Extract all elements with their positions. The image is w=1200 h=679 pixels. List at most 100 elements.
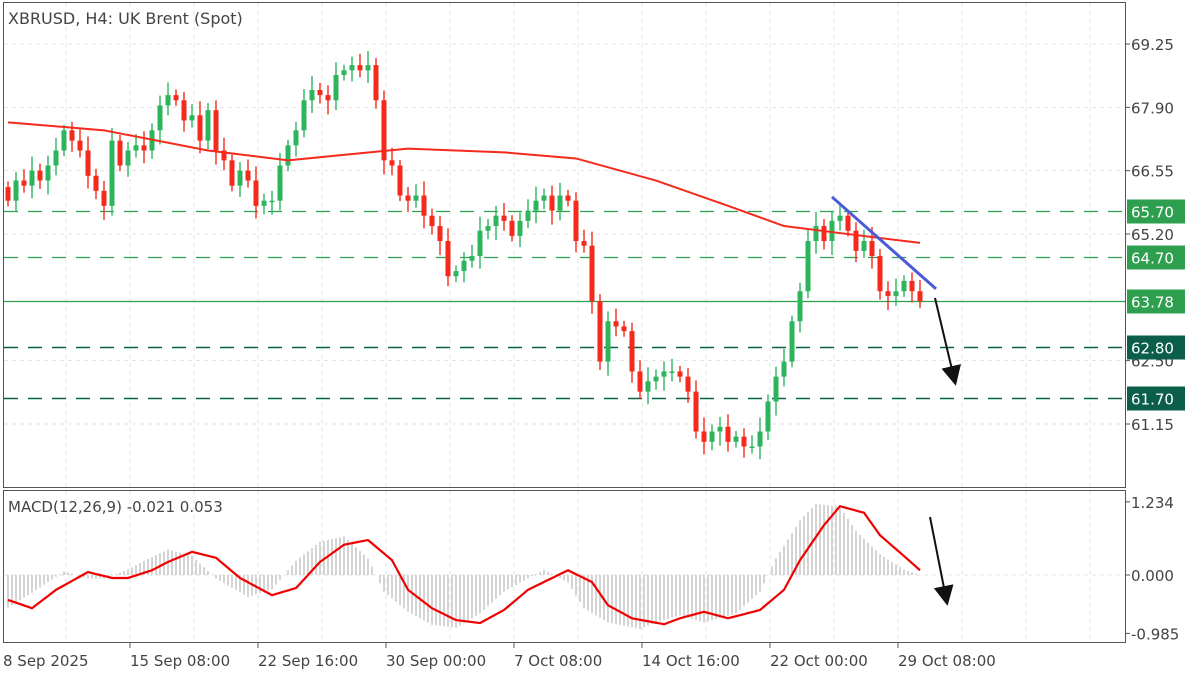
candle-body bbox=[669, 371, 675, 373]
candle bbox=[613, 308, 619, 337]
candle-body bbox=[69, 130, 75, 141]
candle-body bbox=[285, 145, 291, 166]
candle-body bbox=[53, 150, 59, 166]
candle-body bbox=[21, 180, 27, 186]
candle bbox=[381, 90, 387, 175]
candle-body bbox=[293, 130, 299, 146]
candle bbox=[541, 188, 547, 210]
candle bbox=[893, 278, 899, 306]
candle-body bbox=[605, 321, 611, 362]
candle bbox=[901, 275, 907, 297]
candle bbox=[517, 212, 523, 248]
candle bbox=[621, 320, 627, 337]
candle bbox=[685, 368, 691, 403]
macd-tick-label: -0.985 bbox=[1131, 625, 1179, 643]
candle bbox=[645, 367, 651, 405]
candle-body bbox=[453, 271, 459, 277]
candle bbox=[333, 62, 339, 111]
candle-body bbox=[365, 65, 371, 71]
candle-body bbox=[621, 326, 627, 332]
price-levels bbox=[4, 210, 1125, 400]
level-label: 63.78 bbox=[1131, 294, 1174, 312]
candle bbox=[797, 282, 803, 333]
candle bbox=[581, 229, 587, 253]
candle-body bbox=[597, 301, 603, 362]
candle-body bbox=[589, 245, 595, 302]
candle-body bbox=[565, 195, 571, 201]
candle-body bbox=[757, 431, 763, 447]
candle-body bbox=[5, 187, 11, 201]
candle-body bbox=[485, 226, 491, 231]
candle-body bbox=[901, 280, 907, 292]
candle bbox=[421, 181, 427, 229]
candle bbox=[413, 184, 419, 208]
candle bbox=[37, 163, 43, 189]
candle bbox=[917, 279, 923, 309]
candle-body bbox=[413, 195, 419, 201]
candle-body bbox=[909, 280, 915, 292]
price-tick-label: 61.15 bbox=[1131, 416, 1174, 434]
candle bbox=[165, 82, 171, 116]
candle-body bbox=[101, 190, 107, 206]
candle bbox=[453, 265, 459, 282]
candle bbox=[885, 281, 891, 310]
candle bbox=[757, 417, 763, 460]
candle bbox=[189, 104, 195, 128]
candle bbox=[397, 159, 403, 202]
candle bbox=[549, 185, 555, 225]
candle-body bbox=[789, 321, 795, 362]
candle bbox=[669, 358, 675, 382]
time-tick-label: 29 Oct 08:00 bbox=[898, 652, 996, 670]
trendline bbox=[831, 195, 937, 291]
candle bbox=[77, 129, 83, 158]
level-badge bbox=[1127, 245, 1185, 270]
candle bbox=[501, 203, 507, 231]
candle bbox=[469, 244, 475, 268]
candle-body bbox=[709, 431, 715, 442]
time-tick-label: 22 Oct 00:00 bbox=[770, 652, 868, 670]
candle bbox=[69, 121, 75, 152]
time-tick-label: 8 Sep 2025 bbox=[3, 652, 89, 670]
candle bbox=[373, 58, 379, 109]
candle-body bbox=[349, 65, 355, 71]
candle-body bbox=[173, 95, 179, 101]
candle bbox=[837, 203, 843, 231]
candle-body bbox=[773, 376, 779, 402]
candle bbox=[29, 156, 35, 199]
candle-body bbox=[269, 200, 275, 203]
candle-body bbox=[45, 165, 51, 181]
candle bbox=[741, 428, 747, 458]
candle bbox=[21, 169, 27, 193]
candle-body bbox=[13, 180, 19, 201]
candle bbox=[405, 187, 411, 212]
candle-body bbox=[93, 175, 99, 191]
candle bbox=[261, 193, 267, 215]
candle bbox=[301, 89, 307, 138]
candle-body bbox=[397, 165, 403, 196]
candle bbox=[445, 228, 451, 287]
candle bbox=[701, 417, 707, 455]
candle-body bbox=[685, 376, 691, 392]
candle-body bbox=[157, 105, 163, 131]
candle-body bbox=[853, 230, 859, 251]
macd-tick-label: 1.234 bbox=[1131, 494, 1174, 512]
candle-body bbox=[701, 431, 707, 442]
candle-body bbox=[813, 226, 819, 242]
candle bbox=[85, 136, 91, 189]
candle-body bbox=[445, 241, 451, 277]
candle bbox=[533, 186, 539, 224]
candle bbox=[557, 182, 563, 221]
candle bbox=[629, 322, 635, 383]
candle-body bbox=[477, 230, 483, 257]
candle bbox=[117, 135, 123, 172]
candle bbox=[293, 121, 299, 157]
level-badge bbox=[1127, 199, 1185, 224]
candle-body bbox=[893, 291, 899, 296]
level-label: 64.70 bbox=[1131, 250, 1174, 268]
time-tick-label: 7 Oct 08:00 bbox=[514, 652, 602, 670]
candle-body bbox=[829, 220, 835, 242]
candle bbox=[565, 189, 571, 207]
candle bbox=[709, 424, 715, 451]
candle-body bbox=[197, 115, 203, 141]
candle bbox=[229, 154, 235, 192]
